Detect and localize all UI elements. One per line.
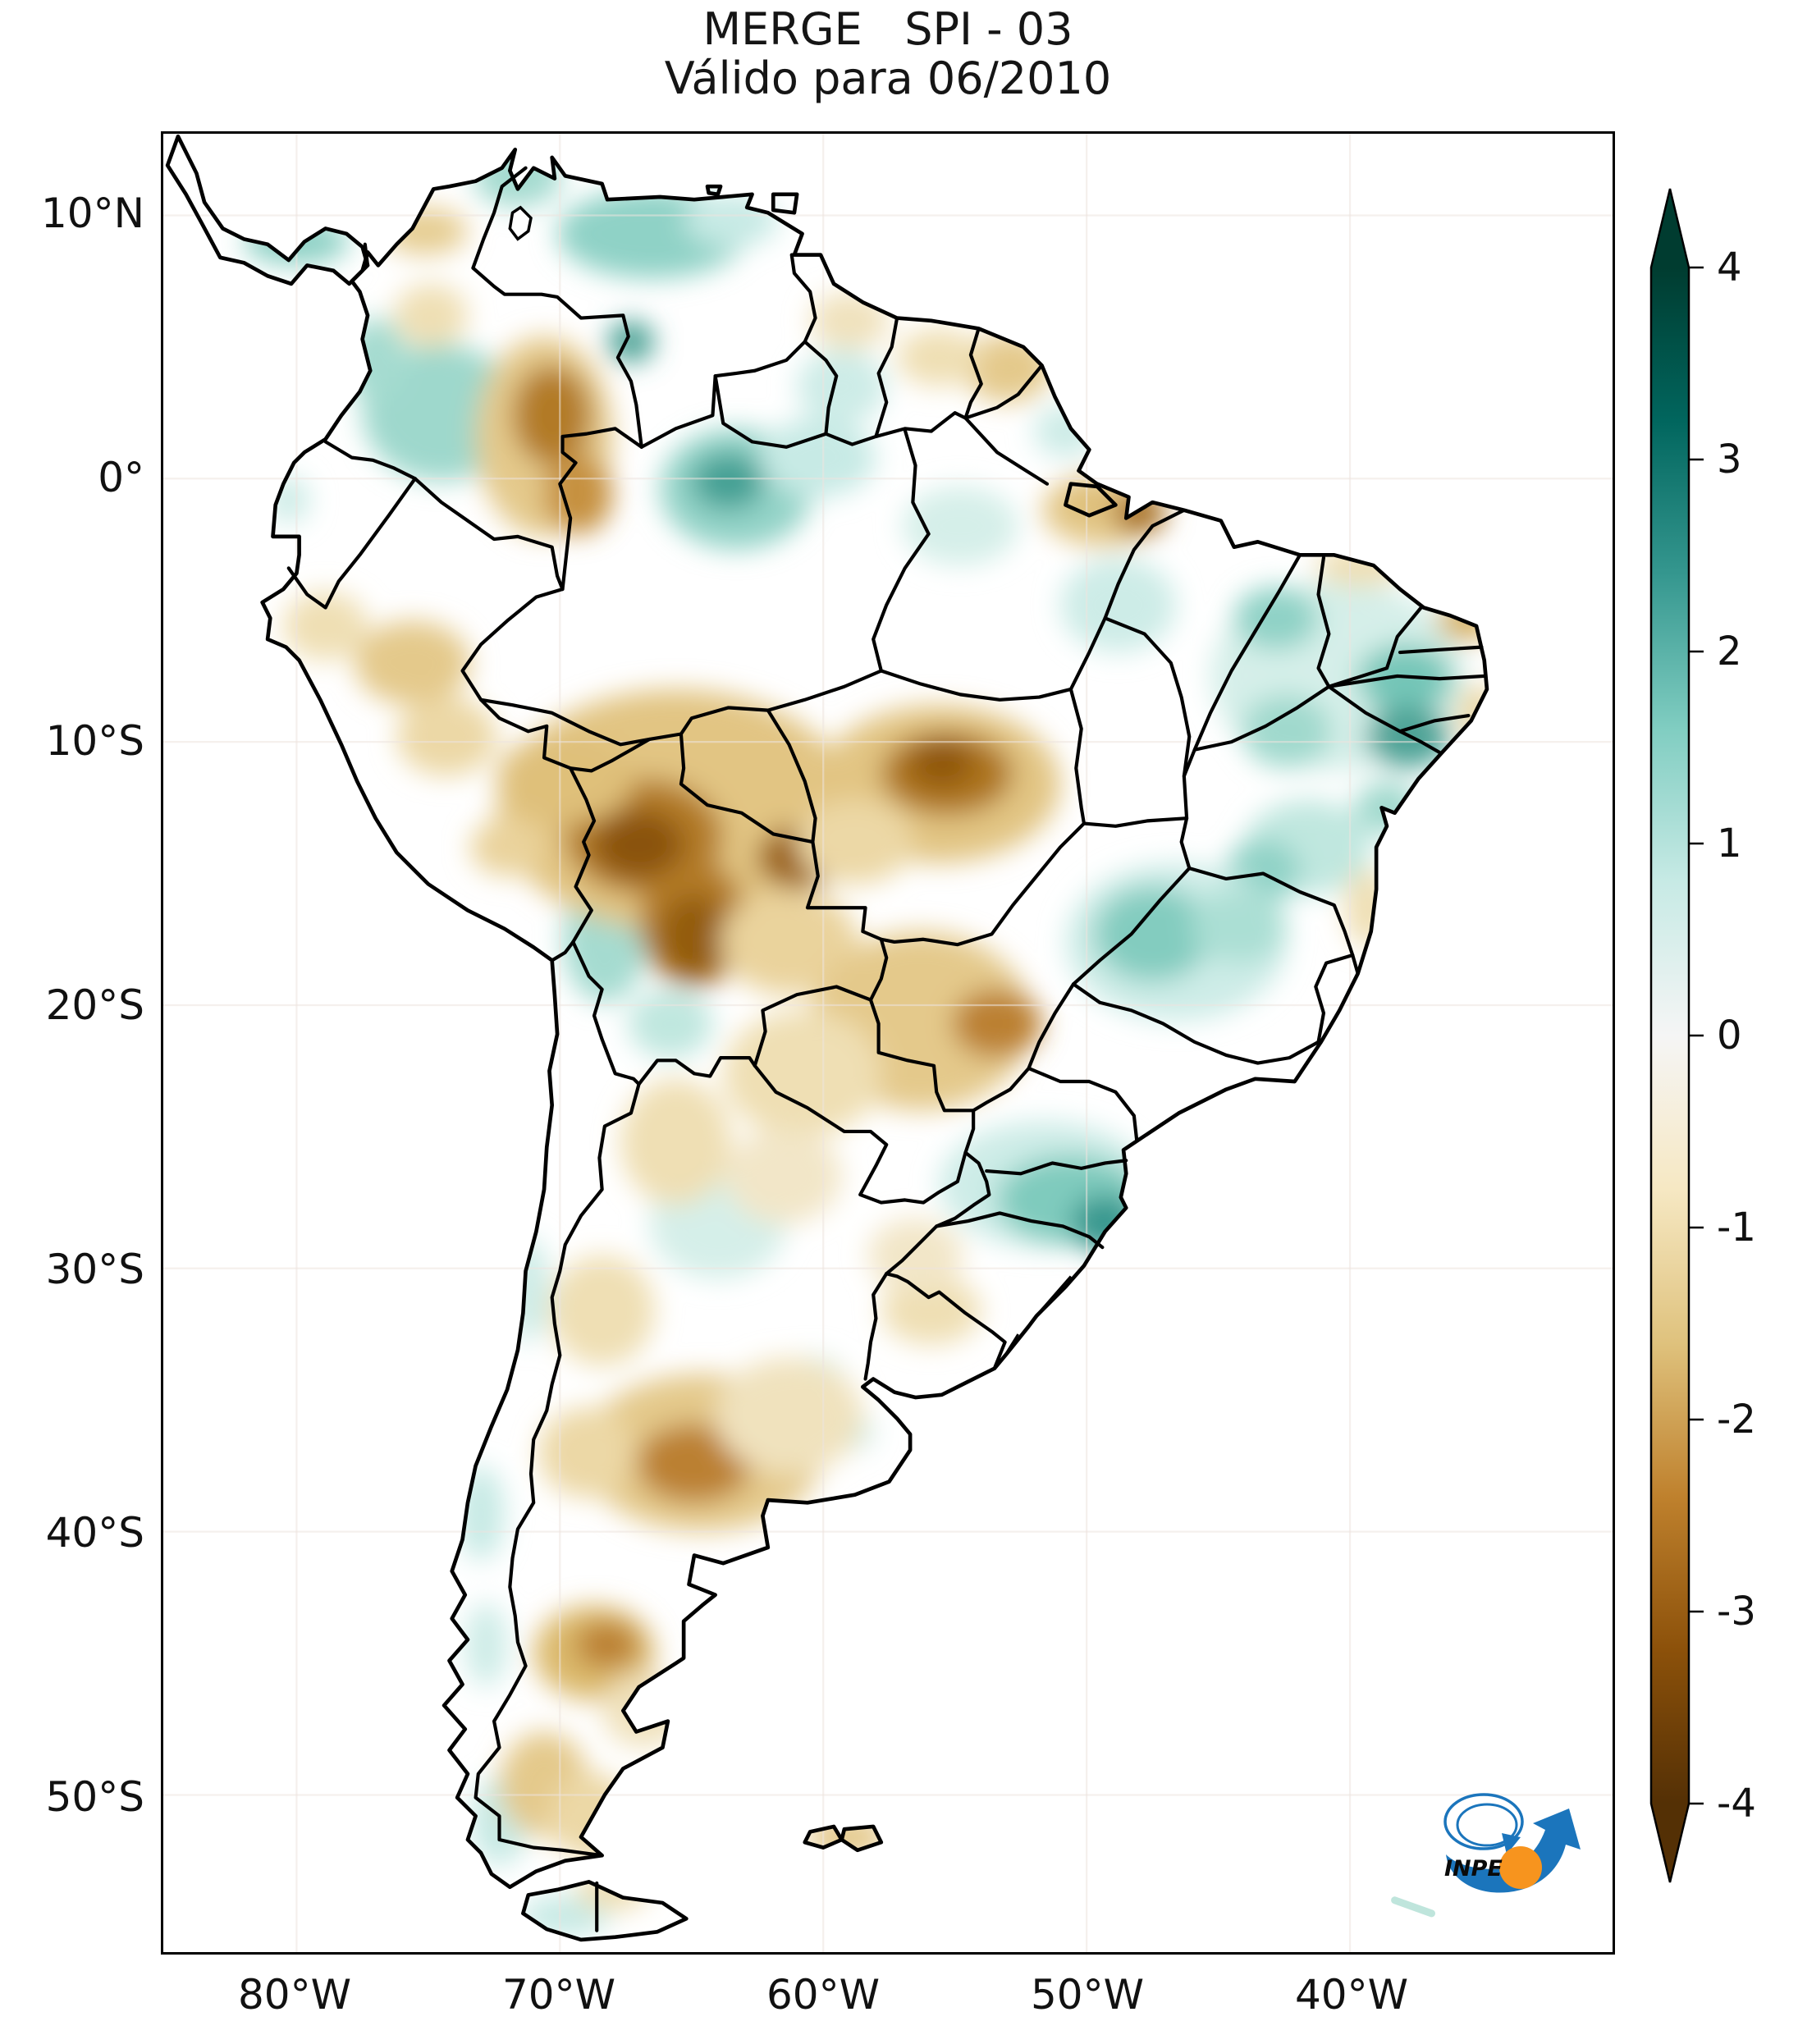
spi-region-ms-sp-dry-dark: [952, 989, 1042, 1059]
figure-subtitle: Válido para 06/2010: [664, 53, 1112, 104]
spi-region-santarem-wet: [902, 486, 1018, 566]
colorbar-tick-label--4: -4: [1717, 1781, 1756, 1827]
colorbar-tick-label--1: -1: [1717, 1205, 1756, 1251]
title-block: MERGE SPI - 03 Válido para 06/2010: [161, 5, 1615, 103]
spi-region-north-amazon-wet: [760, 418, 876, 497]
spi-region-goias-minas-wet-core: [1094, 886, 1210, 982]
spi-region-recife-coast-dry: [1457, 684, 1487, 743]
colorbar-extend-max-arrow: [1651, 189, 1689, 268]
spi-region-belem-dry-dark: [1113, 492, 1166, 534]
spi-region-orinoco-wet-spot: [607, 320, 655, 364]
spi-region-ne-venezuela-wet: [684, 194, 779, 247]
spi-region-chile-coast-30s-wet: [507, 1237, 550, 1342]
lon-tick-label-70°W: 70°W: [501, 1971, 616, 2019]
lon-tick-label-40°W: 40°W: [1294, 1971, 1409, 2019]
spi-region-cusco-dry: [470, 818, 545, 876]
spi-region-tierra-del-fuego-east-dry: [575, 1868, 650, 1911]
spi-region-chubut-dry-core: [575, 1621, 639, 1669]
spi-region-east-pampa-dry: [715, 1357, 863, 1475]
south-america-spi-map: [163, 134, 1613, 1952]
spi-region-central-amazon-wet-core: [691, 452, 766, 510]
logo-text: INPE: [1444, 1856, 1503, 1882]
spi-region-pampa-dry-core: [636, 1424, 753, 1503]
graticule-layer: [163, 134, 1613, 1952]
logo-orbit-arrowhead-icon: [1502, 1833, 1521, 1854]
colorbar-tick-label-0: 0: [1717, 1013, 1742, 1059]
lat-tick-label-20°S: 20°S: [45, 981, 144, 1029]
spi-raster-layer: [244, 144, 1487, 1937]
lat-tick-label-50°S: 50°S: [45, 1773, 144, 1821]
spi-region-acre-madre-de-dios-dry: [496, 734, 634, 824]
spi-region-rio-negro-dry-core: [544, 455, 613, 534]
spi-region-east-minas-wet: [1192, 889, 1288, 963]
colorbar-tick-label-4: 4: [1717, 245, 1742, 290]
lat-tick-label-0°: 0°: [98, 453, 144, 501]
inpe-logo: INPE: [1443, 1793, 1581, 1893]
spi-region-santa-catarina-coast-wet-core: [1070, 1194, 1140, 1253]
colorbar-tick-label--3: -3: [1717, 1589, 1756, 1635]
spi-region-south-mato-grosso-dry: [797, 799, 913, 885]
lat-tick-label-10°S: 10°S: [45, 717, 144, 766]
border-layer: [286, 166, 1486, 1932]
lat-tick-label-30°S: 30°S: [45, 1245, 144, 1293]
colorbar-gradient: [1651, 268, 1689, 1804]
spi-region-west-guyana-dry: [810, 291, 890, 350]
spi-region-bolivia-dry-dark-south: [660, 894, 729, 979]
spi-region-chaco-dry: [725, 1128, 842, 1224]
south-georgia-trace: [1391, 1896, 1436, 1918]
spi-region-central-piaui-wet: [1242, 694, 1332, 769]
lon-tick-label-80°W: 80°W: [237, 1971, 352, 2019]
spi-region-cuyo-dry: [549, 1255, 655, 1366]
spi-region-guyana-wet: [797, 350, 887, 423]
colorbar: [1649, 188, 1704, 1883]
spi-region-chile-44s-wet: [464, 1603, 508, 1687]
logo-orbit-inner-icon: [1456, 1803, 1518, 1847]
spi-region-east-para-wet: [1060, 557, 1177, 653]
colorbar-tick-label-3: 3: [1717, 437, 1742, 482]
lon-tick-label-60°W: 60°W: [766, 1971, 881, 2019]
spi-region-mato-grosso-dry-dark: [910, 738, 974, 787]
logo-orbit-icon: [1443, 1793, 1524, 1850]
spi-region-paraiba-wet: [1357, 644, 1453, 713]
logo-swoosh-arrow-icon: [1446, 1809, 1581, 1893]
colorbar-tick-label--2: -2: [1717, 1397, 1756, 1443]
spi-region-magdalena-dry: [394, 283, 468, 347]
lake-maracaibo: [508, 205, 533, 241]
spi-region-peru-amazon-dry: [354, 620, 471, 706]
lat-tick-label-10°N: 10°N: [40, 189, 144, 237]
colorbar-tick-label-2: 2: [1717, 629, 1742, 674]
colorbar-tick-label-1: 1: [1717, 821, 1742, 867]
colorbar-extend-min-arrow: [1651, 1804, 1689, 1882]
spi-region-west-paraguay-dry: [723, 1010, 881, 1137]
spi-region-west-colombia-wet: [344, 318, 408, 403]
spi-region-ucayali-dry: [396, 697, 497, 776]
spi-region-nw-argentina-dry: [620, 1078, 731, 1205]
spi-region-suriname-dry: [897, 328, 981, 387]
spi-region-sw-amazon-dry-darkest: [594, 810, 684, 879]
lon-tick-label-50°W: 50°W: [1030, 1971, 1145, 2019]
spi-region-north-peru-coast-dry: [283, 592, 368, 661]
figure-title: MERGE SPI - 03: [702, 3, 1073, 55]
spi-region-neuquen-dry: [538, 1407, 634, 1498]
lat-tick-label-40°S: 40°S: [45, 1509, 144, 1557]
spi-region-north-uruguay-dry: [881, 1276, 981, 1345]
logo-orange-globe-icon: [1499, 1846, 1542, 1889]
map-plot-area: [161, 131, 1615, 1955]
spi-region-llanos-dry-core: [512, 365, 592, 466]
spi-region-south-bolivia-wet: [628, 989, 713, 1059]
